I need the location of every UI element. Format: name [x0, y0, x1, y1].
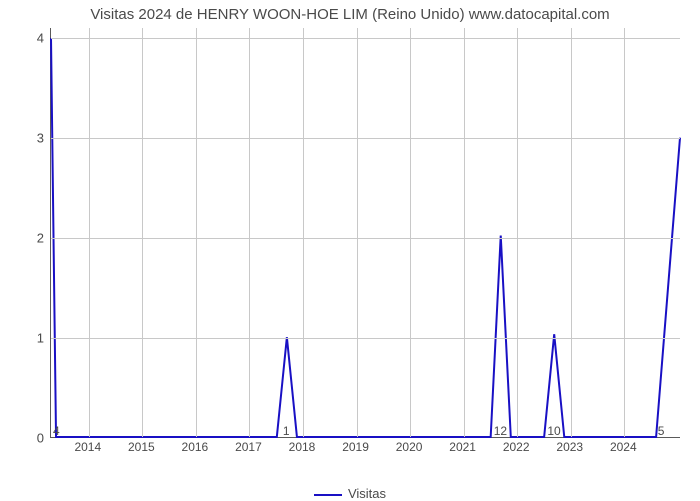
gridline-v — [196, 28, 197, 437]
legend-label: Visitas — [348, 486, 386, 501]
x-data-label: 4 — [53, 424, 60, 438]
y-tick-label: 0 — [37, 431, 44, 446]
x-data-label: 10 — [547, 424, 560, 438]
gridline-v — [571, 28, 572, 437]
x-tick-year: 2020 — [396, 440, 423, 454]
legend: Visitas — [0, 486, 700, 501]
gridline-h — [51, 38, 680, 39]
y-tick-label: 4 — [37, 31, 44, 46]
gridline-v — [410, 28, 411, 437]
gridline-v — [303, 28, 304, 437]
data-line — [51, 28, 680, 437]
plot-area-wrap: Visitas 01234201420152016201720182019202… — [0, 28, 700, 470]
x-tick-year: 2019 — [342, 440, 369, 454]
x-tick-year: 2017 — [235, 440, 262, 454]
x-tick-year: 2022 — [503, 440, 530, 454]
y-tick-label: 2 — [37, 231, 44, 246]
x-tick-year: 2021 — [449, 440, 476, 454]
gridline-v — [624, 28, 625, 437]
x-data-label: 12 — [494, 424, 507, 438]
gridline-v — [249, 28, 250, 437]
x-tick-year: 2024 — [610, 440, 637, 454]
gridline-v — [517, 28, 518, 437]
gridline-h — [51, 338, 680, 339]
x-tick-year: 2016 — [182, 440, 209, 454]
y-tick-label: 1 — [37, 331, 44, 346]
x-tick-year: 2015 — [128, 440, 155, 454]
gridline-h — [51, 238, 680, 239]
legend-swatch — [314, 494, 342, 496]
x-data-label: 1 — [283, 424, 290, 438]
x-data-label: 5 — [658, 424, 665, 438]
gridline-v — [464, 28, 465, 437]
gridline-h — [51, 138, 680, 139]
x-tick-year: 2023 — [556, 440, 583, 454]
plot-area — [50, 28, 680, 438]
x-tick-year: 2014 — [74, 440, 101, 454]
y-tick-label: 3 — [37, 131, 44, 146]
chart-title: Visitas 2024 de HENRY WOON-HOE LIM (Rein… — [0, 0, 700, 28]
x-tick-year: 2018 — [289, 440, 316, 454]
gridline-v — [142, 28, 143, 437]
gridline-v — [357, 28, 358, 437]
gridline-v — [89, 28, 90, 437]
